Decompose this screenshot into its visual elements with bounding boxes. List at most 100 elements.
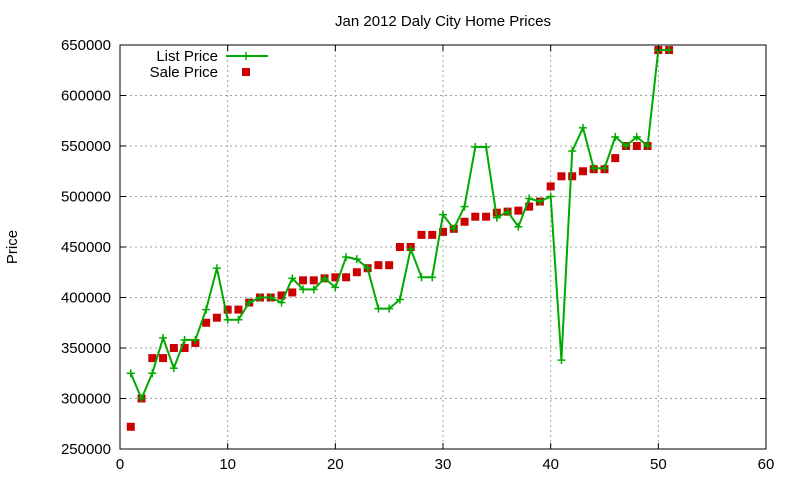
list-price-point <box>589 164 598 173</box>
x-tick-label: 10 <box>219 456 236 473</box>
list-price-point <box>449 224 458 233</box>
list-price-point <box>492 213 501 222</box>
series-sale-price <box>126 46 674 431</box>
list-price-point <box>622 142 631 150</box>
y-tick-label: 600000 <box>61 88 111 105</box>
grid-lines <box>120 45 766 449</box>
chart-title: Jan 2012 Daly City Home Prices <box>335 13 551 30</box>
legend-item-list-price: List Price <box>156 48 268 65</box>
list-price-point <box>578 123 587 132</box>
y-axis-ticks: 250000 300000 350000 400000 450000 500000 5500… <box>61 37 766 458</box>
list-price-point <box>557 356 566 365</box>
sale-price-point <box>126 422 135 431</box>
list-price-point <box>299 285 308 294</box>
list-price-point <box>546 192 555 201</box>
x-tick-label: 40 <box>542 456 559 473</box>
sale-price-point <box>234 305 243 314</box>
list-price-point <box>137 394 146 403</box>
legend-marker <box>242 52 250 60</box>
list-price-point <box>159 333 168 342</box>
y-tick-label: 300000 <box>61 391 111 408</box>
sale-price-point <box>395 243 404 251</box>
series-list-price <box>126 46 674 403</box>
list-price-point <box>169 364 178 373</box>
sale-price-point <box>288 288 297 297</box>
list-price-point <box>503 207 512 216</box>
sale-price-point <box>546 182 555 191</box>
list-price-point <box>342 253 351 262</box>
list-price-point <box>665 46 674 55</box>
list-price-point <box>288 274 297 283</box>
sale-price-point <box>611 154 620 163</box>
sale-price-point <box>212 313 221 322</box>
list-price-point <box>374 304 383 313</box>
sale-price-point <box>514 206 523 215</box>
y-tick-label: 450000 <box>61 239 111 256</box>
x-tick-label: 0 <box>116 456 124 473</box>
y-tick-label: 250000 <box>61 441 111 458</box>
y-tick-label: 400000 <box>61 290 111 307</box>
list-price-point <box>600 164 609 173</box>
list-price-point <box>406 245 415 254</box>
sale-price-point <box>309 276 318 285</box>
list-price-point <box>428 273 437 282</box>
y-tick-label: 350000 <box>61 340 111 357</box>
sale-price-point <box>428 230 437 239</box>
sale-price-point <box>482 212 491 221</box>
sale-price-point <box>578 167 587 176</box>
list-price-point <box>643 142 652 150</box>
legend-label: List Price <box>156 48 218 65</box>
list-price-point <box>568 147 577 156</box>
list-price-point <box>439 210 447 219</box>
list-price-line <box>129 49 670 402</box>
sale-price-point <box>460 217 469 226</box>
list-price-point <box>525 194 534 203</box>
list-price-point <box>255 293 264 302</box>
legend-swatch <box>242 68 250 76</box>
list-price-point <box>202 305 211 314</box>
list-price-point <box>191 335 200 344</box>
x-tick-label: 30 <box>435 456 452 473</box>
sale-price-point <box>632 142 641 150</box>
list-price-point <box>245 298 254 307</box>
sale-price-point <box>385 261 394 270</box>
list-price-point <box>320 274 329 283</box>
sale-price-point <box>374 261 383 270</box>
legend-label: Sale Price <box>150 64 218 81</box>
sale-price-point <box>557 172 566 181</box>
x-tick-label: 20 <box>327 456 344 473</box>
list-price-point <box>471 143 480 152</box>
legend-item-sale-price: Sale Price <box>150 64 250 81</box>
sale-price-point <box>180 344 189 352</box>
sale-price-point <box>169 344 178 352</box>
list-price-point <box>212 264 221 273</box>
list-price-point <box>395 295 404 304</box>
list-price-point <box>331 283 340 292</box>
list-price-point <box>417 273 426 282</box>
y-tick-label: 500000 <box>61 189 111 206</box>
list-price-point <box>611 132 620 141</box>
series-layer <box>126 46 674 431</box>
sale-price-point <box>159 354 168 363</box>
list-price-point <box>363 264 372 273</box>
sale-price-point <box>277 291 286 300</box>
sale-price-point <box>417 230 426 239</box>
x-axis-ticks: 0 10 20 30 40 50 60 <box>116 45 775 473</box>
list-price-point <box>482 143 491 152</box>
sale-price-point <box>471 212 480 221</box>
list-price-point <box>535 197 544 206</box>
x-tick-label: 50 <box>650 456 667 473</box>
sale-price-point <box>525 202 534 211</box>
sale-price-point <box>352 268 361 277</box>
x-tick-label: 60 <box>758 456 775 473</box>
list-price-point <box>632 132 641 141</box>
list-price-point <box>352 255 361 264</box>
list-price-point <box>514 222 523 231</box>
sale-price-point <box>202 318 211 327</box>
y-tick-label: 550000 <box>61 138 111 155</box>
list-price-point <box>148 369 157 378</box>
y-tick-label: 650000 <box>61 37 111 54</box>
sale-price-point <box>299 276 308 285</box>
